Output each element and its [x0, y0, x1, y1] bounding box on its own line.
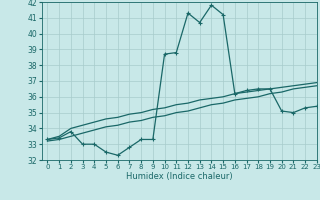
X-axis label: Humidex (Indice chaleur): Humidex (Indice chaleur)	[126, 172, 233, 181]
